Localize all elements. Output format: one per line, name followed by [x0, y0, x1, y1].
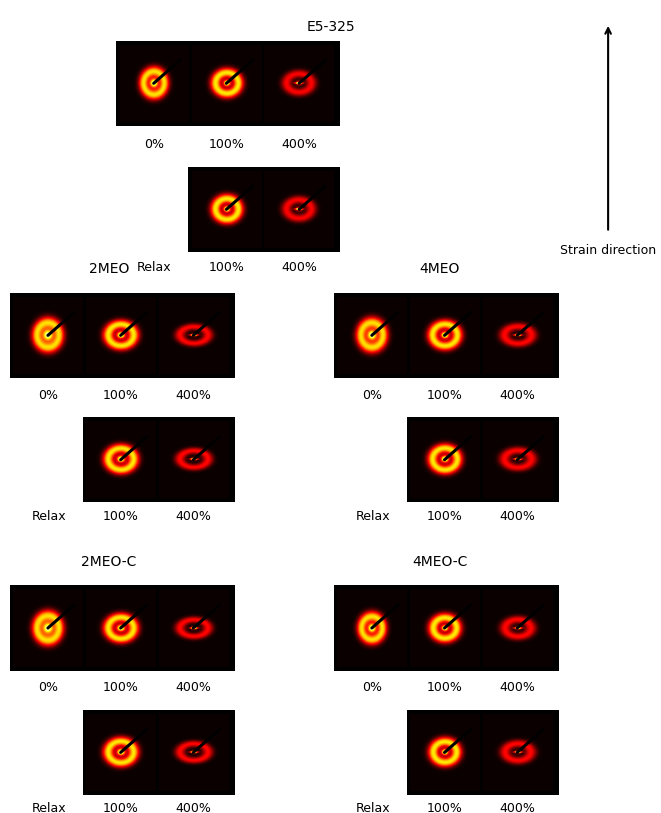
Text: 100%: 100%: [426, 802, 463, 813]
Text: 2MEO-C: 2MEO-C: [81, 555, 137, 569]
Text: 0%: 0%: [38, 681, 58, 694]
Text: 100%: 100%: [208, 138, 245, 151]
Text: 400%: 400%: [175, 802, 212, 813]
Text: 400%: 400%: [175, 681, 212, 694]
Text: Strain direction: Strain direction: [560, 244, 656, 257]
Text: 4MEO-C: 4MEO-C: [412, 555, 467, 569]
Text: 400%: 400%: [499, 389, 535, 402]
Text: 0%: 0%: [362, 389, 382, 402]
Text: 100%: 100%: [102, 802, 139, 813]
Text: Relax: Relax: [32, 802, 66, 813]
Text: 400%: 400%: [281, 138, 317, 151]
Text: 4MEO: 4MEO: [419, 263, 460, 276]
Text: 0%: 0%: [143, 138, 164, 151]
Text: Relax: Relax: [356, 802, 390, 813]
Text: 400%: 400%: [499, 681, 535, 694]
Text: 100%: 100%: [102, 681, 139, 694]
Text: Relax: Relax: [356, 510, 390, 523]
Text: 400%: 400%: [499, 802, 535, 813]
Text: 100%: 100%: [102, 389, 139, 402]
Text: 400%: 400%: [499, 510, 535, 523]
Text: E5-325: E5-325: [306, 20, 355, 34]
Text: Relax: Relax: [137, 261, 172, 274]
Text: 2MEO: 2MEO: [89, 263, 130, 276]
Text: 0%: 0%: [38, 389, 58, 402]
Text: 100%: 100%: [426, 681, 463, 694]
Text: 100%: 100%: [426, 389, 463, 402]
Text: 100%: 100%: [426, 510, 463, 523]
Text: 400%: 400%: [175, 389, 212, 402]
Text: 0%: 0%: [362, 681, 382, 694]
Text: 400%: 400%: [175, 510, 212, 523]
Text: 100%: 100%: [208, 261, 245, 274]
Text: 100%: 100%: [102, 510, 139, 523]
Text: 400%: 400%: [281, 261, 317, 274]
Text: Relax: Relax: [32, 510, 66, 523]
